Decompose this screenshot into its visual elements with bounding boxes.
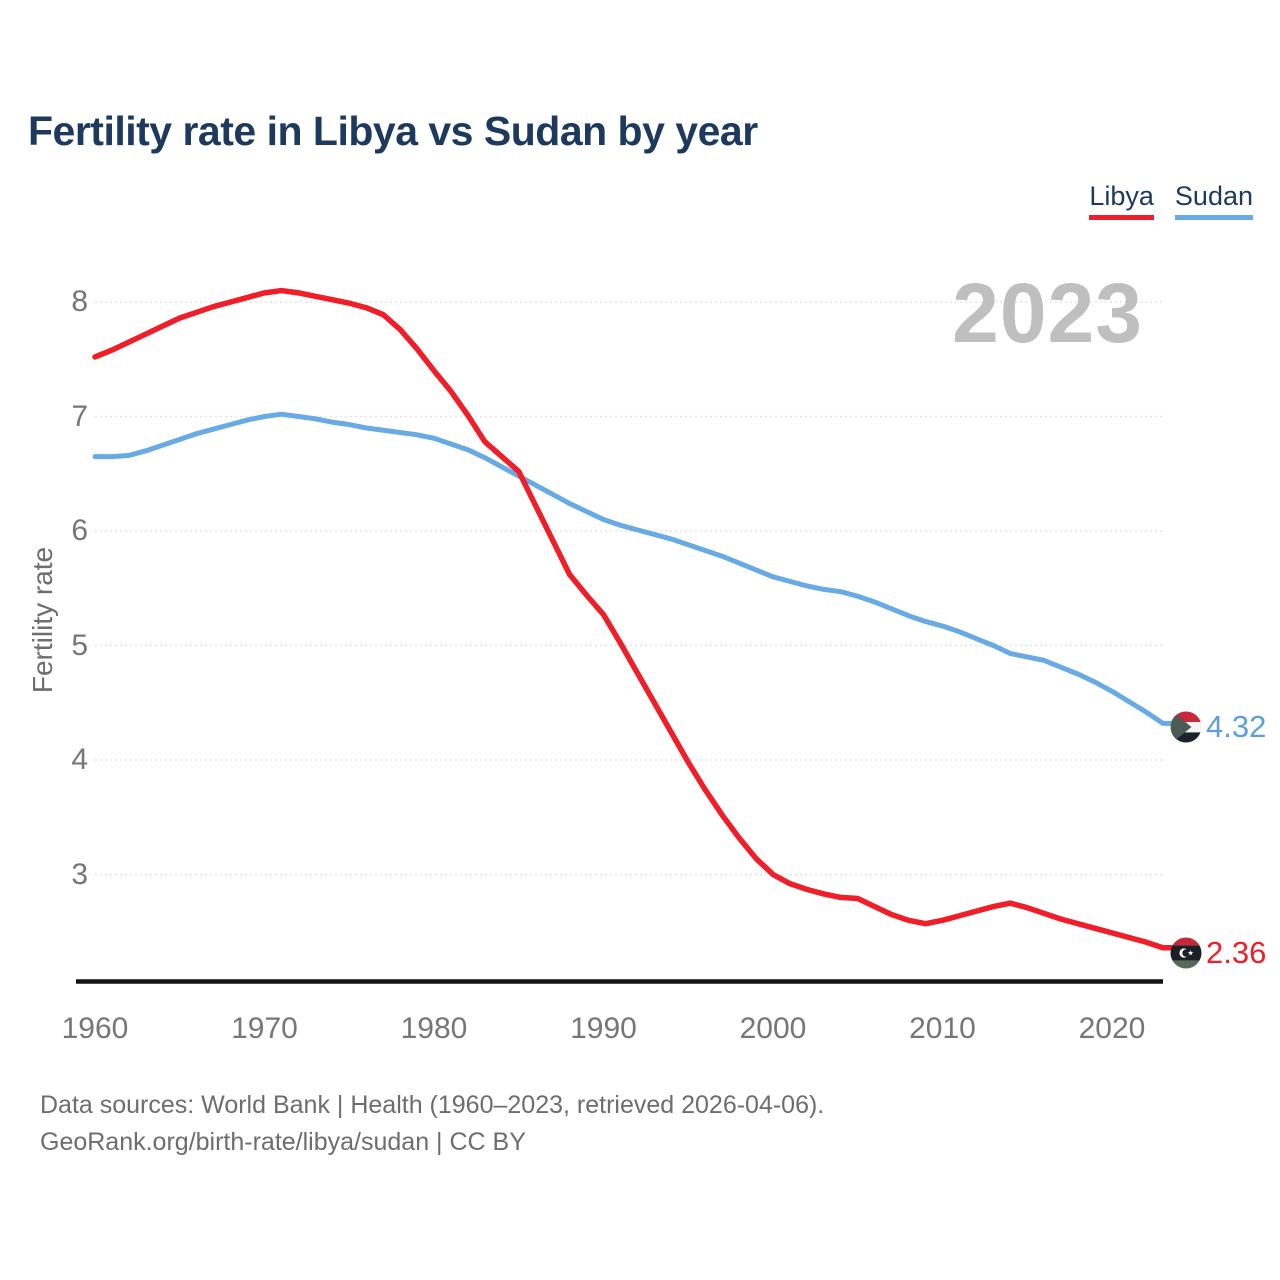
libya-series-line [92, 287, 1175, 951]
y-tick-label: 5 [71, 628, 88, 662]
sudan-series-line [92, 411, 1175, 726]
legend-underline-sudan [1174, 215, 1253, 220]
y-axis-title: Fertility rate [27, 546, 58, 694]
year-watermark: 2023 [952, 266, 1143, 360]
x-tick-label: 1960 [61, 1012, 129, 1045]
legend-item-libya[interactable]: Libya [1089, 183, 1154, 220]
y-tick-label: 6 [71, 514, 88, 547]
y-tick-label: 7 [71, 399, 88, 433]
legend-label-libya: Libya [1089, 181, 1154, 211]
legend: Libya Sudan [1089, 183, 1253, 220]
libya-flag-icon [1170, 937, 1202, 969]
footer: Data sources: World Bank | Health (1960–… [40, 1087, 824, 1161]
page-title: Fertility rate in Libya vs Sudan by year [28, 108, 758, 154]
x-tick-label: 1970 [231, 1012, 298, 1045]
x-tick-label: 2020 [1078, 1012, 1146, 1045]
legend-item-sudan[interactable]: Sudan [1174, 181, 1253, 220]
footer-sources-line: Data sources: World Bank | Health (1960–… [40, 1091, 825, 1119]
legend-underline-libya [1089, 215, 1154, 220]
libya-end-value: 2.36 [1206, 935, 1267, 970]
y-tick-label: 8 [71, 285, 88, 318]
y-tick-label: 3 [71, 857, 88, 891]
x-tick-label: 2000 [739, 1012, 807, 1045]
x-tick-label: 1990 [570, 1012, 637, 1045]
y-tick-label: 4 [71, 743, 88, 776]
sudan-flag-icon [1170, 711, 1202, 743]
legend-label-sudan: Sudan [1174, 181, 1253, 211]
footer-attribution-line: GeoRank.org/birth-rate/libya/sudan | CC … [40, 1128, 526, 1156]
x-tick-label: 2010 [909, 1012, 976, 1045]
x-tick-label: 1980 [400, 1012, 468, 1045]
sudan-end-value: 4.32 [1206, 709, 1267, 744]
